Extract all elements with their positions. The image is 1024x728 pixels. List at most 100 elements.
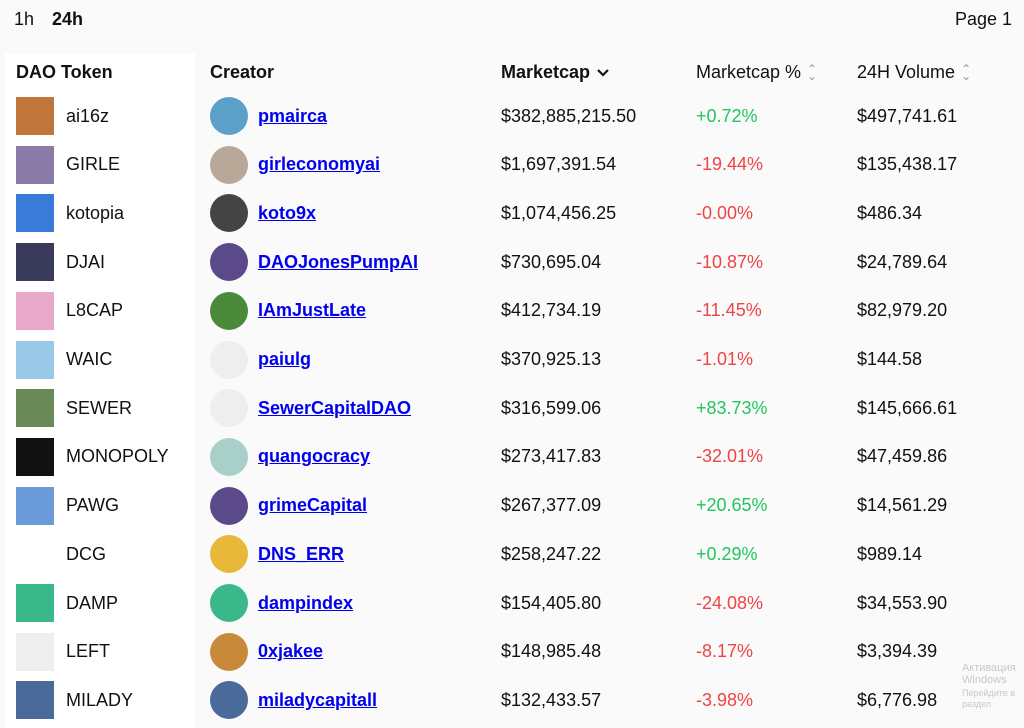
table-row[interactable]: ai16z pmairca $382,885,215.50 +0.72% $49… [0, 92, 1024, 140]
marketcap-pct-value: -19.44% [696, 154, 764, 175]
token-name: DCG [66, 543, 106, 564]
table-row[interactable]: DAMP dampindex $154,405.80 -24.08% $34,5… [0, 579, 1024, 627]
marketcap-value: $370,925.13 [501, 349, 602, 369]
volume-value: $47,459.86 [857, 446, 948, 467]
creator-avatar [210, 340, 248, 379]
header-marketcap-pct-label: Marketcap % [696, 62, 802, 82]
token-cell: WAIC [16, 336, 112, 384]
token-name: GIRLE [66, 154, 121, 175]
creator-link[interactable]: IAmJustLate [258, 300, 367, 321]
volume-value: $34,553.90 [857, 592, 948, 613]
creator-link[interactable]: quangocracy [258, 446, 371, 467]
marketcap-pct-value: +0.72% [696, 105, 758, 126]
marketcap-pct-value: -32.01% [696, 446, 764, 467]
marketcap-value: $1,074,456.25 [501, 202, 617, 223]
header-volume-label: 24H Volume [857, 62, 956, 82]
creator-link[interactable]: grimeCapital [258, 495, 368, 516]
timeframe-tabs: 1h 24h [14, 9, 83, 30]
table-row[interactable]: L8CAP IAmJustLate $412,734.19 -11.45% $8… [0, 287, 1024, 335]
volume-value: $6,776.98 [857, 689, 938, 710]
creator-avatar [210, 437, 248, 476]
token-cell: ai16z [16, 92, 109, 140]
table-row[interactable]: kotopia koto9x $1,074,456.25 -0.00% $486… [0, 189, 1024, 237]
token-image [16, 389, 54, 428]
marketcap-pct-value: +20.65% [696, 495, 768, 516]
token-cell: GIRLE [16, 141, 120, 189]
header-marketcap[interactable]: Marketcap [501, 62, 610, 83]
token-image [16, 486, 54, 525]
creator-cell: koto9x [210, 189, 316, 237]
token-cell: DAMP [16, 579, 118, 627]
creator-cell: quangocracy [210, 433, 370, 481]
creator-link[interactable]: pmairca [258, 105, 328, 126]
table-row[interactable]: PAWG grimeCapital $267,377.09 +20.65% $1… [0, 482, 1024, 530]
marketcap-value: $258,247.22 [501, 543, 602, 564]
marketcap-value: $132,433.57 [501, 689, 602, 710]
table-row[interactable]: MONOPOLY quangocracy $273,417.83 -32.01%… [0, 433, 1024, 481]
token-name: MONOPOLY [66, 446, 169, 467]
table-row[interactable]: SEWER SewerCapitalDAO $316,599.06 +83.73… [0, 384, 1024, 432]
token-name: SEWER [66, 397, 133, 418]
page-indicator: Page 1 [954, 9, 1012, 29]
token-image [16, 97, 54, 135]
marketcap-value: $154,405.80 [501, 592, 602, 613]
token-name: kotopia [66, 202, 125, 223]
sort-icon: ⌃ ⌄ [807, 61, 818, 83]
table-row[interactable]: WAIC paiulg $370,925.13 -1.01% $144.58 [0, 336, 1024, 384]
volume-value: $135,438.17 [857, 154, 958, 175]
header-creator: Creator [210, 62, 275, 82]
chevron-down-icon [597, 68, 609, 77]
volume-value: $486.34 [857, 202, 923, 223]
marketcap-value: $273,417.83 [501, 446, 602, 467]
creator-link[interactable]: 0xjakee [258, 641, 324, 662]
creator-link[interactable]: DNS_ERR [258, 543, 345, 564]
watermark-title: Активация Windows [962, 662, 1016, 686]
marketcap-value: $267,377.09 [501, 495, 602, 516]
creator-cell: girleconomyai [210, 141, 380, 189]
creator-avatar [210, 97, 248, 135]
header-dao-token: DAO Token [16, 62, 113, 82]
table-row[interactable]: GIRLE girleconomyai $1,697,391.54 -19.44… [0, 141, 1024, 189]
tab-1h[interactable]: 1h [14, 9, 35, 29]
creator-cell: dampindex [210, 579, 353, 627]
creator-cell: pmairca [210, 92, 327, 140]
table-row[interactable]: LEFT 0xjakee $148,985.48 -8.17% $3,394.3… [0, 628, 1024, 676]
creator-cell: DAOJonesPumpAI [210, 238, 418, 286]
table-row[interactable]: DJAI DAOJonesPumpAI $730,695.04 -10.87% … [0, 238, 1024, 286]
creator-link[interactable]: paiulg [258, 349, 311, 369]
table-row[interactable]: DCG DNS_ERR $258,247.22 +0.29% $989.14 [0, 530, 1024, 578]
volume-value: $989.14 [857, 543, 923, 564]
marketcap-value: $382,885,215.50 [501, 105, 637, 126]
token-image [16, 535, 54, 574]
volume-value: $82,979.20 [857, 300, 948, 321]
volume-value: $24,789.64 [857, 251, 948, 272]
creator-avatar [210, 486, 248, 525]
creator-cell: miladycapitall [210, 676, 377, 724]
token-image [16, 291, 54, 330]
token-cell: kotopia [16, 189, 124, 237]
tab-24h[interactable]: 24h [52, 9, 84, 29]
token-name: WAIC [66, 349, 113, 369]
sort-icon: ⌃ ⌄ [961, 61, 972, 83]
token-cell: DCG [16, 530, 106, 578]
creator-link[interactable]: SewerCapitalDAO [258, 397, 412, 418]
creator-link[interactable]: dampindex [258, 592, 354, 613]
volume-value: $144.58 [857, 349, 923, 369]
header-volume[interactable]: 24H Volume ⌃ ⌄ [857, 62, 971, 83]
token-cell: L8CAP [16, 287, 123, 335]
token-image [16, 243, 54, 282]
creator-link[interactable]: miladycapitall [258, 689, 378, 710]
header-marketcap-pct[interactable]: Marketcap % ⌃ ⌄ [696, 62, 817, 83]
creator-link[interactable]: girleconomyai [258, 154, 381, 175]
token-name: ai16z [66, 105, 110, 126]
creator-link[interactable]: koto9x [258, 202, 317, 223]
token-name: DJAI [66, 251, 106, 272]
creator-link[interactable]: DAOJonesPumpAI [258, 251, 419, 272]
marketcap-value: $412,734.19 [501, 300, 602, 321]
table-row[interactable]: MILADY miladycapitall $132,433.57 -3.98%… [0, 676, 1024, 724]
creator-avatar [210, 291, 248, 330]
creator-avatar [210, 681, 248, 720]
token-cell: LEFT [16, 628, 110, 676]
marketcap-pct-value: -11.45% [696, 300, 762, 321]
token-cell: MONOPOLY [16, 433, 169, 481]
